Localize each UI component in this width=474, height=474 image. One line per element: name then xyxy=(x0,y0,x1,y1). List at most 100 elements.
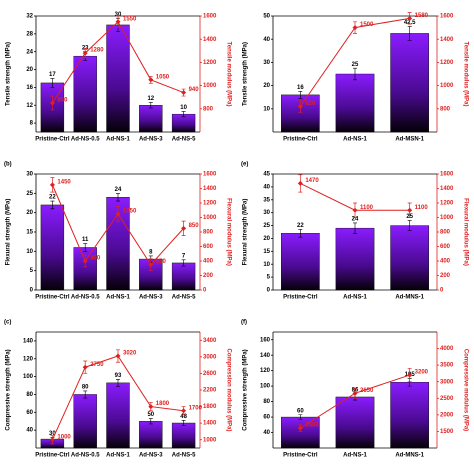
y-tick-label: 15 xyxy=(26,230,33,236)
y2-tick-label: 1000 xyxy=(203,83,217,89)
x-tick-label: Pristine-Ctrl xyxy=(283,295,318,301)
line-marker xyxy=(352,390,358,396)
panel-label: (f) xyxy=(241,320,247,326)
panel: (f) 40 60 80 100 120 140 160 1500 2000 2500 3000 350… xyxy=(241,320,468,459)
line-value-label: 1000 xyxy=(57,434,71,440)
y-tick-label: 12 xyxy=(26,103,33,109)
y-tick-label: 60 xyxy=(263,415,270,421)
y-tick-label: 20 xyxy=(26,210,33,216)
line-marker xyxy=(115,211,121,217)
y-tick-label: 140 xyxy=(23,339,34,345)
y2-tick-label: 1400 xyxy=(440,186,454,192)
error-bar xyxy=(50,200,55,210)
panel-label: (e) xyxy=(241,162,248,168)
y-tick-label: 140 xyxy=(260,353,271,359)
bar-value-label: 8 xyxy=(149,250,153,256)
bar xyxy=(106,382,130,449)
y2-tick-label: 1000 xyxy=(203,215,217,221)
panel-label: (b) xyxy=(4,162,12,168)
y2-tick-label: 1200 xyxy=(203,60,217,66)
y2-tick-label: 2600 xyxy=(203,371,217,377)
x-tick-label: Pristine-Ctrl xyxy=(35,137,70,143)
y-tick-label: 28 xyxy=(26,31,33,37)
error-bar xyxy=(353,222,357,234)
bar-value-label: 93 xyxy=(115,373,122,379)
y2-axis-label: Flexural modulus (MPa) xyxy=(225,198,231,266)
line-marker xyxy=(49,437,55,443)
line-marker xyxy=(82,50,88,56)
line-value-label: 1450 xyxy=(57,179,71,185)
y-axis-label: Compressive strength (MPa) xyxy=(243,349,249,430)
y2-tick-label: 1600 xyxy=(203,14,217,20)
x-tick-label: Pristine-Ctrl xyxy=(283,137,318,143)
y-axis-label: Tensile strength (MPa) xyxy=(243,42,249,106)
error-bar xyxy=(181,420,186,426)
error-bar xyxy=(407,26,412,41)
y-tick-label: 16 xyxy=(26,85,33,91)
line-marker xyxy=(181,90,187,96)
y-tick-label: 24 xyxy=(26,49,33,55)
error-bar xyxy=(148,102,153,109)
y-tick-label: 10 xyxy=(263,262,270,268)
y-tick-label: 80 xyxy=(263,399,270,405)
bar xyxy=(73,394,97,449)
y2-axis-label: Flexural modulus (MPa) xyxy=(462,198,468,266)
panel: 10 20 30 40 50 800 1000 1200 1400 1600 Tensile str… xyxy=(243,12,468,143)
y2-tick-label: 1600 xyxy=(440,172,454,178)
panel-label: (c) xyxy=(4,320,11,326)
line-value-label: 1500 xyxy=(360,22,374,28)
y2-tick-label: 1000 xyxy=(440,215,454,221)
line-marker xyxy=(148,404,154,410)
y2-tick-label: 1400 xyxy=(203,37,217,43)
y-tick-label: 160 xyxy=(260,337,271,343)
bar-value-label: 22 xyxy=(297,223,304,229)
y-tick-label: 80 xyxy=(26,392,33,398)
line-value-label: 3200 xyxy=(415,370,429,376)
bar-value-label: 16 xyxy=(297,85,304,91)
y-axis-label: Tensile strength (MPa) xyxy=(6,42,12,106)
y-axis-label: Flexural strength (MPa) xyxy=(6,199,12,266)
error-bar xyxy=(116,193,120,202)
bar-value-label: 10 xyxy=(180,105,187,111)
bar xyxy=(171,422,196,449)
y2-tick-label: 1800 xyxy=(203,404,217,410)
panel: 8 12 16 20 24 28 32 800 1000 1200 1400 1600 Tensile … xyxy=(6,12,232,143)
bar xyxy=(335,396,375,449)
bar-value-label: 25 xyxy=(352,62,359,68)
y2-tick-label: 1000 xyxy=(203,437,217,443)
y2-tick-label: 400 xyxy=(440,259,451,265)
y2-tick-label: 1500 xyxy=(440,429,454,435)
line-value-label: 1580 xyxy=(415,13,429,19)
x-tick-label: Ad-NS-1 xyxy=(106,453,130,459)
y2-tick-label: 400 xyxy=(203,259,214,265)
y-tick-label: 10 xyxy=(263,106,270,112)
x-tick-label: Ad-NS-5 xyxy=(172,453,196,459)
line-marker xyxy=(297,103,303,109)
line-marker xyxy=(352,25,358,31)
bar-value-label: 50 xyxy=(147,412,154,418)
y-axis-label: Flexural strength (MPa) xyxy=(243,199,249,266)
bar xyxy=(73,55,97,133)
y2-tick-label: 1400 xyxy=(203,186,217,192)
y-tick-label: 40 xyxy=(263,184,270,190)
y-tick-label: 20 xyxy=(263,236,270,242)
y-tick-label: 45 xyxy=(263,172,270,178)
x-tick-label: Ad-NS-5 xyxy=(172,295,196,301)
y-tick-label: 40 xyxy=(263,430,270,436)
bar-value-label: 60 xyxy=(297,408,304,414)
line-value-label: 1050 xyxy=(156,74,170,80)
line-value-label: 3020 xyxy=(123,351,137,357)
y2-tick-label: 800 xyxy=(203,230,214,236)
y-tick-label: 50 xyxy=(263,14,270,20)
line-value-label: 1280 xyxy=(90,48,104,54)
y-tick-label: 30 xyxy=(263,60,270,66)
y-tick-label: 120 xyxy=(23,356,34,362)
error-bar xyxy=(298,414,303,420)
line-value-label: 1100 xyxy=(360,205,374,211)
y2-tick-label: 2000 xyxy=(440,412,454,418)
line-marker xyxy=(148,77,154,83)
y-tick-label: 60 xyxy=(26,410,33,416)
bar xyxy=(390,382,429,449)
y2-tick-label: 0 xyxy=(440,288,444,294)
